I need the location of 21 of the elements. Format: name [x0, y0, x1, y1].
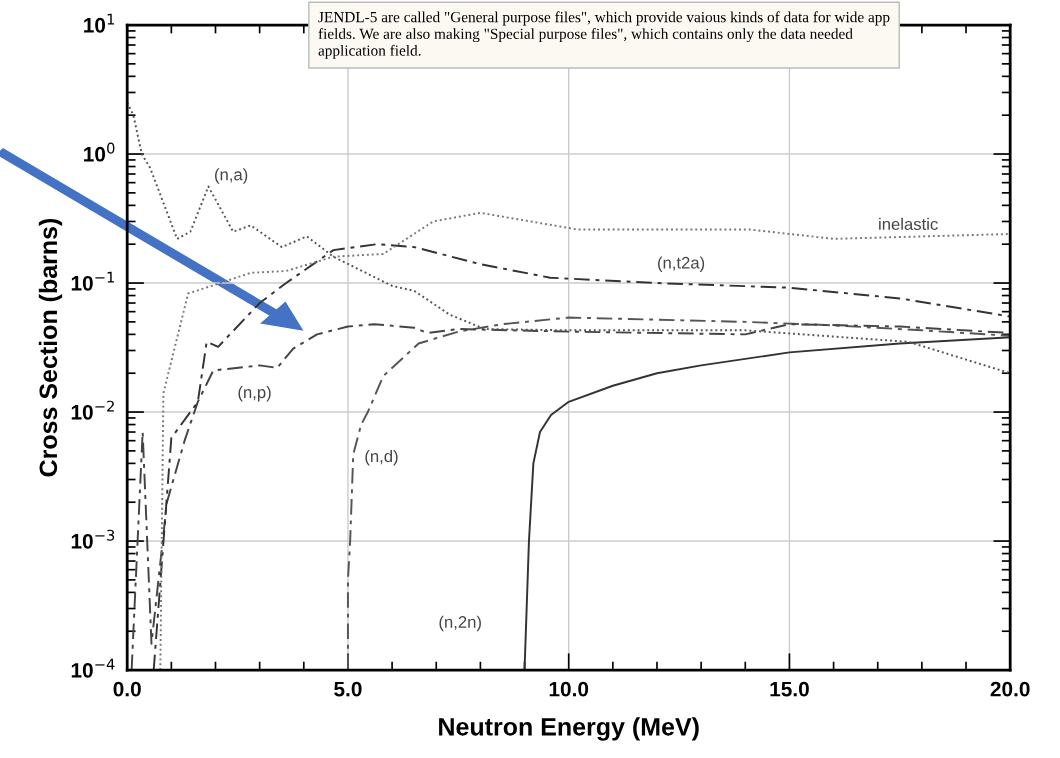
x-axis-title: Neutron Energy (MeV)	[439, 717, 699, 741]
x-tick-label: 20.0	[990, 681, 1030, 697]
line-series	[523, 336, 1011, 671]
y-tick-label: 10$^{0}$	[84, 142, 115, 162]
y-tick-label: 10$^{1}$	[84, 13, 115, 33]
series-label: (n,p)	[238, 385, 271, 402]
series-label: (n,t2a)	[658, 256, 705, 272]
y-tick-label: 10$^{−2}$	[71, 400, 114, 420]
y-axis-title: Cross Section (barns)	[38, 218, 63, 477]
annotation: JENDL-5 are called "General purpose files", which provide vaious kinds of data for wide app fields. We are also making "Special purpose files", which contains only the data needed application field.	[318, 11, 890, 59]
series-label: inelastic	[879, 217, 938, 231]
x-tick-label: 5.0	[334, 681, 362, 697]
series-label: (n,a)	[215, 168, 248, 184]
x-tick-label: 0.0	[113, 681, 141, 697]
y-tick-label: 10$^{−1}$	[71, 271, 114, 291]
x-tick-label: 15.0	[770, 681, 809, 697]
x-tick-label: 10.0	[549, 681, 589, 697]
y-tick-label: 10$^{−4}$	[71, 658, 115, 678]
series-label: (n,d)	[365, 449, 398, 466]
text: (n,2n)	[439, 615, 481, 632]
y-tick-label: 10$^{−3}$	[71, 529, 115, 549]
